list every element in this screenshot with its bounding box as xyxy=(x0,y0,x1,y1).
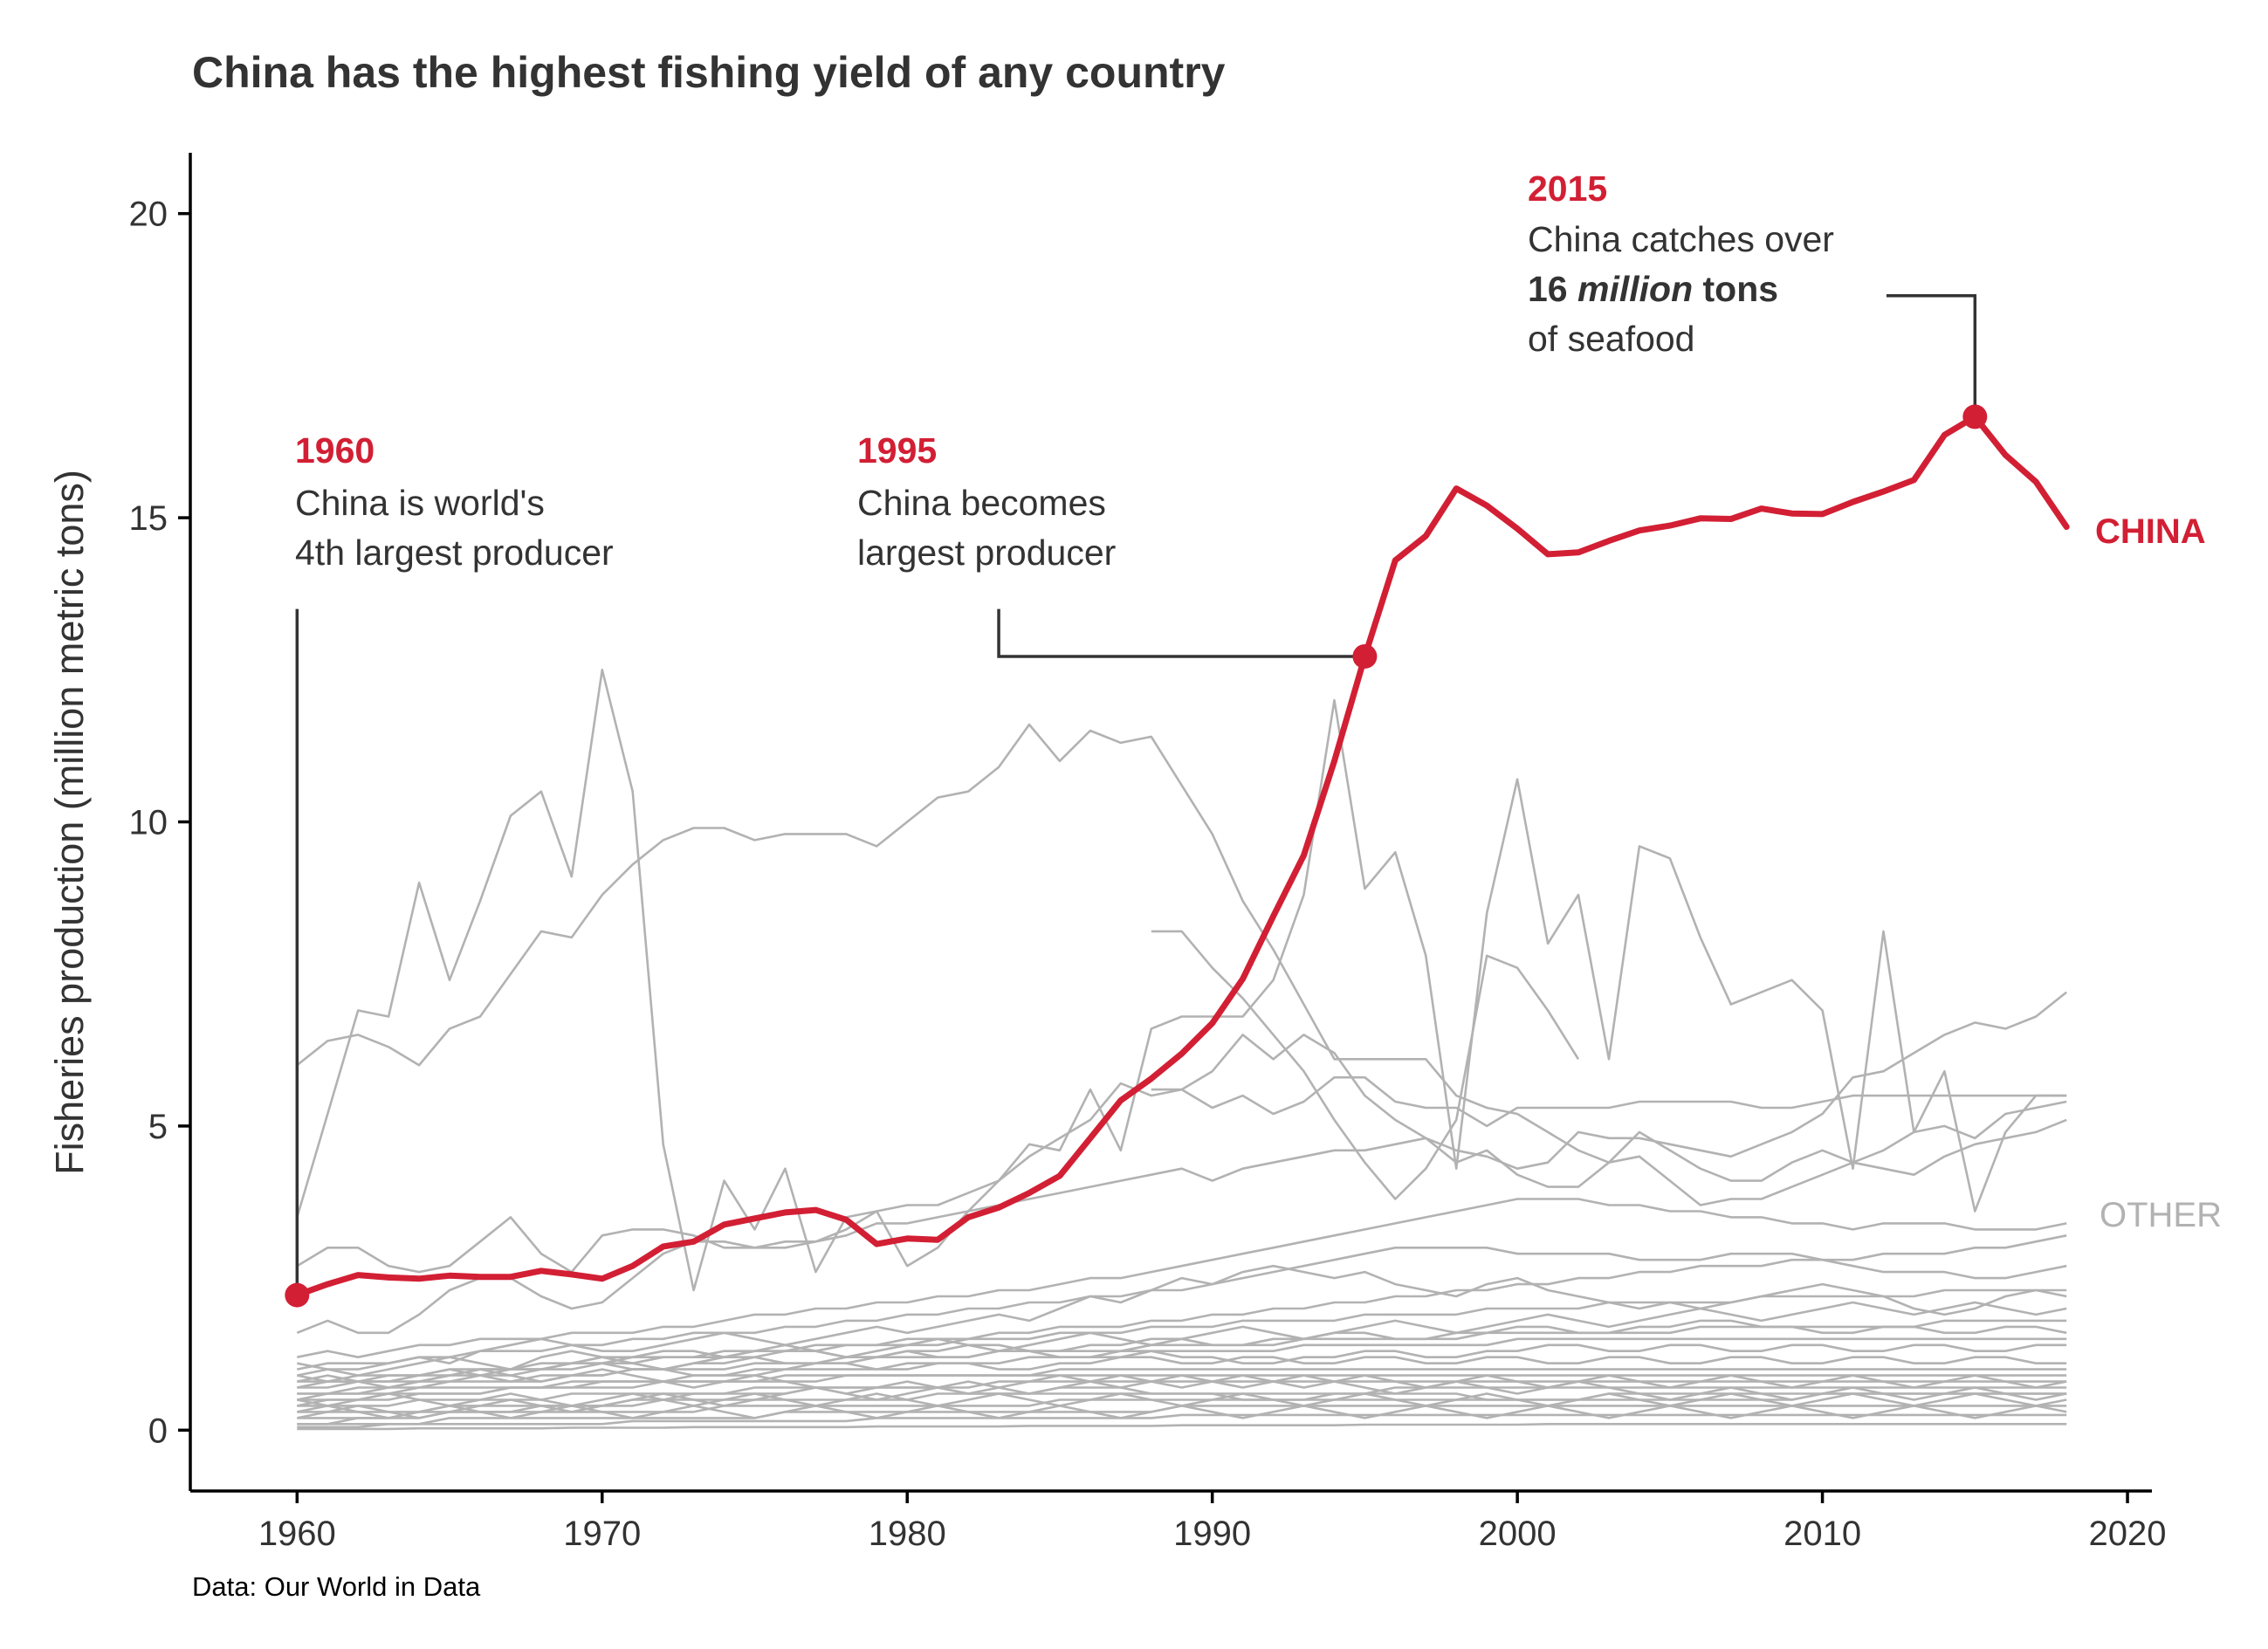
y-tick-label: 10 xyxy=(129,804,168,842)
other-series-line xyxy=(297,1423,2067,1431)
other-series-line xyxy=(297,1368,2067,1401)
other-series-line xyxy=(297,1392,2067,1419)
annotation-point xyxy=(1352,643,1378,669)
y-tick-label: 20 xyxy=(129,196,168,234)
annotation-1995-line1: China becomes xyxy=(857,483,1106,523)
x-tick-label: 2020 xyxy=(2089,1515,2167,1553)
other-label: OTHER xyxy=(2100,1196,2222,1234)
other-series-line xyxy=(1151,930,1580,1200)
other-series-line xyxy=(297,1386,2067,1426)
leader-2015 xyxy=(1886,294,1977,417)
other-series-line xyxy=(297,1264,2067,1377)
annotation-2015-million: million xyxy=(1577,269,1693,309)
other-series-line xyxy=(297,1343,2067,1383)
other-series-line xyxy=(1151,1075,2067,1128)
other-series-line xyxy=(297,1405,2067,1419)
y-tick-label: 15 xyxy=(129,499,168,538)
other-series-line xyxy=(297,1413,2067,1429)
data-source-caption: Data: Our World in Data xyxy=(192,1571,481,1602)
china-label: CHINA xyxy=(2095,512,2206,551)
annotation-1995: 1995 China becomes largest producer xyxy=(857,430,1116,573)
annotation-1995-year: 1995 xyxy=(857,430,937,471)
other-series-line xyxy=(297,1198,2067,1358)
annotation-2015-year: 2015 xyxy=(1528,168,1607,209)
other-series-group xyxy=(296,669,2068,1431)
chart-title: China has the highest fishing yield of a… xyxy=(192,48,1226,97)
other-series-line xyxy=(296,723,2067,1182)
annotation-1960: 1960 China is world's 4th largest produc… xyxy=(295,430,614,573)
annotation-leaders xyxy=(295,294,1977,1295)
leader-1995 xyxy=(997,608,1365,658)
x-tick-label: 2000 xyxy=(1479,1515,1557,1553)
china-series-group xyxy=(293,413,2070,1299)
y-tick-label: 5 xyxy=(148,1108,168,1146)
other-series-line xyxy=(297,1234,2067,1383)
other-series-line xyxy=(297,1337,2067,1407)
annotation-point xyxy=(285,1282,310,1308)
y-tick-label: 0 xyxy=(148,1412,168,1450)
other-series-line xyxy=(296,991,2068,1274)
y-ticks: 0 5 10 15 20 xyxy=(129,196,190,1450)
annotation-1960-line2: 4th largest producer xyxy=(295,532,614,573)
other-series-line xyxy=(296,669,2067,1292)
other-series-line xyxy=(297,1288,2067,1389)
annotation-2015: 2015 China catches over 16 million tons … xyxy=(1528,168,1834,359)
other-series-line xyxy=(297,1356,2067,1389)
x-tick-label: 1970 xyxy=(563,1515,641,1553)
annotation-2015-line2: 16 million tons xyxy=(1528,269,1778,309)
china-series-line xyxy=(293,413,2070,1299)
annotation-points xyxy=(285,404,1988,1308)
annotation-2015-number: 16 xyxy=(1528,269,1577,309)
other-series-line xyxy=(297,1374,2067,1419)
other-series-line xyxy=(297,1368,2067,1401)
x-ticks: 1960 1970 1980 1990 2000 2010 2020 xyxy=(258,1491,2167,1553)
other-series-line xyxy=(297,1380,2067,1407)
x-tick-label: 1980 xyxy=(869,1515,946,1553)
other-series-line xyxy=(297,1247,2067,1371)
x-tick-label: 1990 xyxy=(1173,1515,1251,1553)
annotation-1995-line2: largest producer xyxy=(857,532,1116,573)
y-axis-label: Fisheries production (million metric ton… xyxy=(47,470,92,1175)
annotation-1960-year: 1960 xyxy=(295,430,375,471)
annotation-2015-line1: China catches over xyxy=(1528,219,1834,259)
other-series-line xyxy=(296,1118,2067,1335)
annotation-2015-tons: tons xyxy=(1693,269,1778,309)
x-tick-label: 2010 xyxy=(1783,1515,1861,1553)
x-tick-label: 1960 xyxy=(258,1515,336,1553)
annotation-point xyxy=(1962,404,1988,429)
annotation-2015-line3: of seafood xyxy=(1528,319,1695,359)
other-series-line xyxy=(297,1319,2067,1401)
annotation-1960-line1: China is world's xyxy=(295,483,545,523)
